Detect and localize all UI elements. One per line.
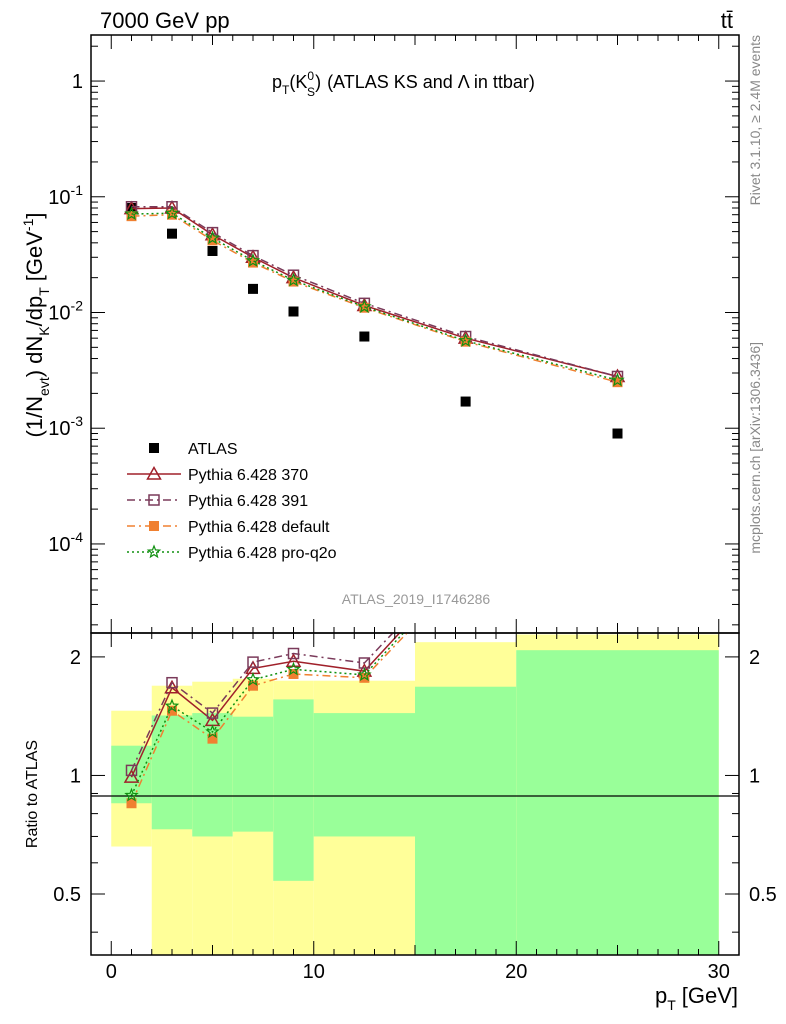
ratio-point-3-5 — [357, 667, 372, 682]
data-point-0-1 — [167, 228, 177, 239]
series-1 — [123, 199, 626, 383]
rivet-label: Rivet 3.1.10, ≥ 2.4M events — [747, 35, 763, 205]
series-line-4 — [131, 212, 618, 381]
band-green-3 — [232, 716, 274, 832]
x-tick-label-1: 10 — [303, 961, 325, 983]
band-green-2 — [192, 713, 233, 837]
ratio-y-tick-label-right-2: 2 — [749, 647, 760, 669]
main-y-tick-label-0: 1 — [72, 71, 83, 93]
ratio-point-1-0 — [125, 764, 138, 777]
legend: ATLAS Pythia 6.428 370 Pythia 6.428 391 Pyt… — [127, 441, 337, 562]
series-line-2 — [131, 205, 618, 378]
ratio-y-tick-label-left-1: 1 — [70, 765, 81, 787]
x-tick-label-0: 0 — [106, 961, 117, 983]
x-tick-label-3: 30 — [708, 961, 730, 983]
header-right: tt̄ — [721, 8, 733, 33]
main-y-tick-label-1: 10-1 — [48, 182, 83, 209]
data-point-3-4 — [288, 276, 299, 287]
data-point-0-5 — [359, 331, 370, 342]
ratio-y-axis-label: Ratio to ATLAS — [24, 740, 41, 848]
main-y-tick-label-3: 10-3 — [48, 413, 83, 440]
data-point-4-1 — [164, 205, 180, 220]
ratio-point-1-2 — [206, 707, 219, 719]
legend-marker-1 — [146, 465, 162, 480]
ratio-point-2-2 — [207, 733, 218, 744]
x-tick-label-2: 20 — [505, 961, 527, 983]
ratio-point-1-1 — [166, 676, 178, 689]
data-point-0-3 — [248, 283, 258, 294]
band-green-1 — [151, 715, 193, 830]
ratio-point-2-4 — [288, 668, 299, 679]
legend-marker-3 — [149, 521, 159, 531]
main-y-tick-label-2: 10-2 — [48, 297, 83, 324]
series-line-1 — [131, 207, 618, 378]
legend-label-1: Pythia 6.428 370 — [188, 467, 308, 484]
legend-label-3: Pythia 6.428 default — [188, 519, 330, 536]
band-green-7 — [516, 650, 719, 955]
legend-label-4: Pythia 6.428 pro-q2o — [188, 545, 337, 562]
main-y-axis-label: (1/Nevt) dNK/dpT[GeV-1] — [20, 212, 52, 437]
series-3 — [126, 209, 623, 388]
legend-marker-4 — [146, 544, 162, 559]
data-point-0-6 — [460, 396, 471, 407]
data-point-3-6 — [460, 336, 471, 347]
ratio-line-1 — [130, 633, 394, 771]
ratio-line-3 — [130, 633, 405, 796]
series-line-3 — [131, 213, 618, 383]
series-4 — [124, 205, 625, 387]
data-point-4-3 — [245, 253, 261, 267]
ratio-point-0-0 — [123, 769, 140, 783]
legend-label-0: ATLAS — [188, 441, 238, 458]
ratio-series-1 — [125, 633, 394, 777]
data-point-4-4 — [286, 272, 301, 287]
ratio-series-3 — [124, 633, 405, 802]
data-point-4-5 — [357, 299, 372, 314]
data-point-0-2 — [207, 245, 218, 256]
ratio-y-tick-label-left-2: 2 — [70, 647, 81, 669]
ratio-point-0-4 — [285, 653, 302, 667]
data-point-0-7 — [612, 428, 623, 439]
watermark: ATLAS_2019_I1746286 — [342, 591, 491, 607]
ratio-y-tick-label-left-0: 0.5 — [53, 884, 81, 906]
series-0 — [126, 202, 623, 439]
series-2 — [125, 200, 624, 383]
main-frame — [90, 34, 740, 634]
legend-marker-0 — [149, 443, 159, 453]
legend-label-2: Pythia 6.428 391 — [188, 493, 308, 510]
band-green-6 — [415, 686, 517, 955]
data-point-3-5 — [359, 302, 370, 313]
data-point-3-3 — [248, 257, 258, 268]
ratio-point-3-2 — [205, 724, 220, 739]
ratio-panel: Ratio to ATLAS pT [GeV] — [24, 632, 740, 1013]
ratio-point-1-3 — [247, 656, 259, 668]
data-point-3-1 — [167, 209, 177, 220]
ratio-point-3-4 — [286, 661, 301, 676]
mcplots-label: mcplots.cern.ch [arXiv:1306.3436] — [747, 342, 763, 554]
band-green-5 — [313, 713, 415, 837]
ratio-y-tick-label-right-0: 0.5 — [749, 884, 777, 906]
ratio-point-1-4 — [287, 647, 300, 660]
data-point-4-6 — [458, 333, 473, 347]
ratio-point-3-0 — [124, 787, 139, 802]
data-point-4-0 — [124, 206, 139, 221]
x-axis-label: pT [GeV] — [655, 983, 738, 1013]
ratio-point-3-1 — [164, 698, 180, 713]
ratio-point-3-3 — [245, 672, 261, 686]
data-point-4-7 — [610, 372, 625, 387]
data-point-0-4 — [288, 306, 299, 317]
header-left: 7000 GeV pp — [100, 8, 230, 33]
legend-marker-2 — [148, 494, 160, 506]
band-green-4 — [273, 699, 314, 881]
ratio-point-2-0 — [126, 798, 137, 809]
main-y-tick-label-4: 10-4 — [48, 529, 83, 556]
ratio-point-2-3 — [248, 680, 258, 691]
ratio-y-tick-label-right-1: 1 — [749, 765, 760, 787]
main-panel: pT(K0 S) (ATLAS KS and Λ in ttbar) (1/Nevt… — [20, 34, 740, 634]
main-title: pT(K0 S) (ATLAS KS and Λ in ttbar) — [272, 69, 535, 99]
data-point-4-2 — [205, 230, 220, 245]
ratio-point-2-1 — [167, 705, 177, 716]
